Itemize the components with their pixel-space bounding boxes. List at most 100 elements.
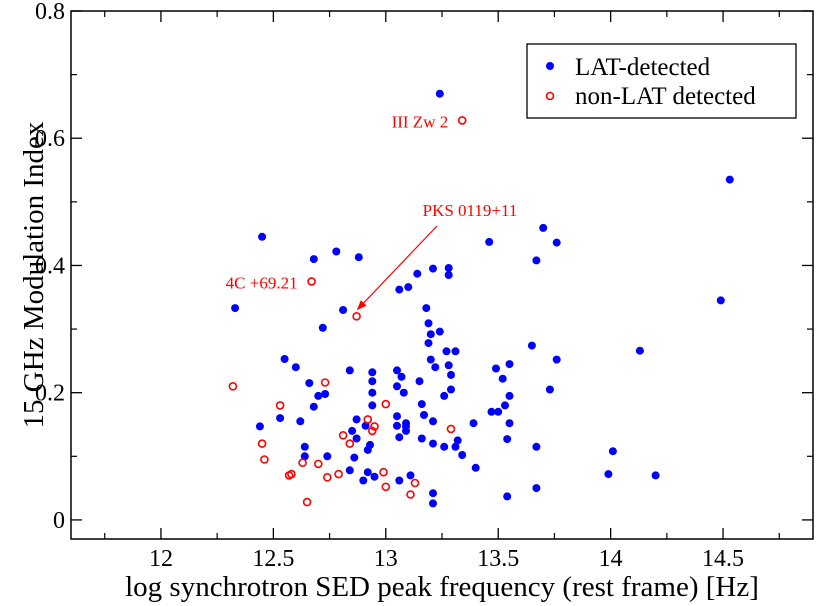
lat-detected-point <box>505 419 514 428</box>
lat-detected-point <box>417 400 426 409</box>
lat-detected-point <box>501 401 509 410</box>
lat-detected-point <box>321 390 330 398</box>
lat-detected-point <box>402 426 410 435</box>
lat-detected-point <box>350 453 359 462</box>
lat-detected-point <box>368 368 377 377</box>
lat-detected-point <box>305 379 314 388</box>
lat-detected-point <box>451 442 460 451</box>
lat-detected-point <box>552 355 561 364</box>
lat-detected-point <box>498 374 507 383</box>
y-tick-label: 0.6 <box>35 126 65 152</box>
annotations: III Zw 2 PKS 0119+11 4C +69.21 <box>226 112 518 311</box>
lat-detected-point <box>485 237 494 246</box>
lat-detected-point <box>300 452 309 461</box>
lat-detected-point <box>393 382 401 391</box>
lat-detected-point <box>368 401 377 410</box>
axis-ticks: 12 12.5 13 13.5 14 14.5 0 0.2 0.4 0.6 0.8 <box>35 0 813 572</box>
lat-detected-point <box>420 411 428 419</box>
lat-detected-point <box>429 499 437 508</box>
x-axis-label: log synchrotron SED peak frequency (rest… <box>125 571 759 603</box>
lat-detected-point <box>280 355 289 363</box>
non-lat-detected-point <box>322 472 332 482</box>
lat-detected-point <box>231 304 240 313</box>
non-lat-detected-point <box>307 277 316 286</box>
non-lat-detected-point <box>352 311 361 321</box>
non-lat-detected-point <box>298 458 307 468</box>
non-lat-detected-point <box>257 439 267 448</box>
non-lat-detected-point <box>457 116 467 125</box>
lat-detected-point <box>255 422 264 431</box>
lat-detected-point <box>487 407 496 416</box>
y-axis-label: 15 GHz Modulation Index <box>18 121 50 428</box>
annotation-label-pks0119: PKS 0119+11 <box>423 201 518 220</box>
lat-detected-point <box>494 407 503 416</box>
lat-detected-point <box>395 285 404 294</box>
lat-detected-point <box>447 370 455 379</box>
lat-detected-point <box>352 434 361 443</box>
lat-detected-point <box>309 402 318 411</box>
lat-detected-point <box>323 452 332 461</box>
lat-detected-point <box>393 421 401 430</box>
lat-detected-point <box>354 253 363 262</box>
lat-detected-point <box>442 347 451 356</box>
y-tick-label: 0.8 <box>35 0 65 25</box>
lat-detected-point <box>296 417 305 426</box>
non-lat-detected-point <box>345 439 355 448</box>
lat-detected-point <box>451 347 460 356</box>
lat-detected-point <box>318 323 327 332</box>
legend-marker-nonlat <box>545 91 555 101</box>
lat-detected-point <box>422 304 431 313</box>
lat-detected-point <box>368 388 377 397</box>
lat-detected-point <box>435 327 444 336</box>
lat-detected-point <box>426 330 435 339</box>
lat-detected-point <box>363 468 372 477</box>
lat-detected-point <box>635 346 644 355</box>
lat-detected-point <box>435 89 444 98</box>
lat-detected-point <box>444 264 453 272</box>
lat-detected-point <box>469 419 478 428</box>
legend-marker-lat <box>546 62 554 70</box>
lat-detected-point <box>413 269 422 278</box>
lat-detected-point <box>415 377 424 386</box>
non-lat-detected-point <box>302 497 312 507</box>
lat-detected-point <box>314 391 323 400</box>
non-lat-detected-point <box>287 469 296 479</box>
x-tick-label: 14 <box>599 546 623 572</box>
lat-detected-point <box>395 433 404 442</box>
lat-detected-point <box>527 341 536 350</box>
lat-detected-point <box>505 391 514 400</box>
non-lat-detected-point <box>379 467 388 477</box>
lat-detected-point <box>725 175 734 184</box>
lat-detected-point <box>368 377 377 386</box>
non-lat-detected-point <box>381 399 391 409</box>
lat-detected-point <box>370 472 379 481</box>
lat-detected-point <box>332 247 341 256</box>
lat-detected-point <box>426 355 435 364</box>
lat-detected-point <box>399 388 408 397</box>
lat-detected-point <box>552 238 561 247</box>
data-points <box>228 89 734 508</box>
lat-detected-point <box>444 271 453 279</box>
lat-detected-point <box>397 372 406 381</box>
lat-detected-point <box>404 283 413 292</box>
lat-detected-point <box>503 492 512 501</box>
lat-detected-point <box>429 489 437 498</box>
non-lat-detected-point <box>313 459 323 469</box>
lat-detected-point <box>429 439 437 448</box>
lat-detected-point <box>604 470 613 479</box>
annotation-arrow-pks0119 <box>356 225 438 311</box>
annotation-label-iiizw2: III Zw 2 <box>392 112 449 131</box>
lat-detected-point <box>505 360 514 369</box>
lat-detected-point <box>258 232 267 241</box>
y-tick-label: 0.4 <box>35 253 65 279</box>
lat-detected-point <box>444 361 453 370</box>
non-lat-detected-point <box>320 378 330 387</box>
lat-detected-point <box>359 476 368 485</box>
y-tick-label: 0 <box>53 508 65 534</box>
x-tick-label: 13.5 <box>477 546 519 572</box>
lat-detected-point <box>471 463 480 472</box>
lat-detected-point <box>532 256 541 265</box>
non-lat-detected-point <box>363 415 373 424</box>
non-lat-detected-point <box>446 424 456 434</box>
